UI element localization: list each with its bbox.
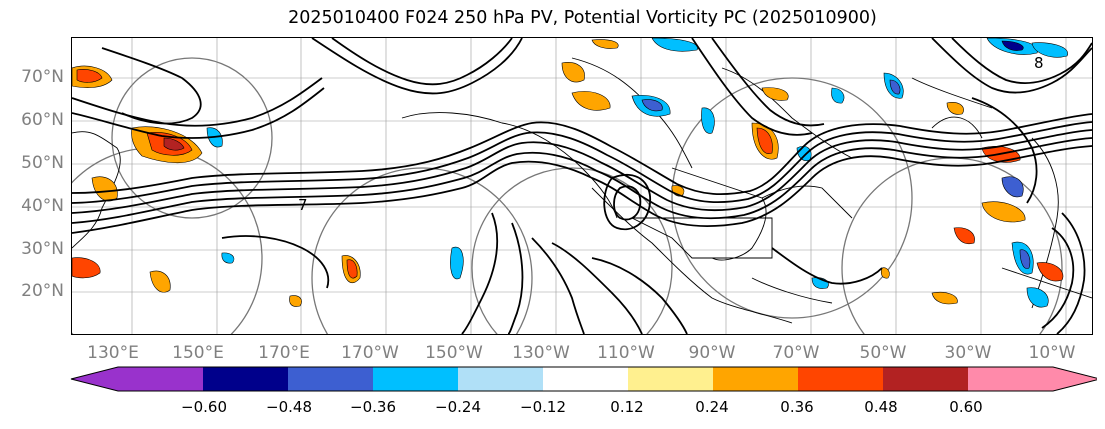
colorbar-tick-label: −0.36 bbox=[350, 398, 396, 416]
lat-label: 30°N bbox=[21, 239, 64, 259]
colorbar-tick-label: −0.48 bbox=[266, 398, 312, 416]
pv-map: 7 8 bbox=[72, 38, 1092, 334]
colorbar-tick-label: −0.12 bbox=[520, 398, 566, 416]
map-panel: 7 8 bbox=[71, 37, 1093, 335]
colorbar-tick-label: −0.24 bbox=[435, 398, 481, 416]
lon-label: 130°W bbox=[512, 343, 570, 363]
range-circles bbox=[72, 57, 1063, 334]
colorbar-tick-label: 0.24 bbox=[695, 398, 729, 416]
lon-label: 130°E bbox=[87, 343, 139, 363]
graticule bbox=[72, 38, 1092, 334]
colorbar-tick-label: 0.12 bbox=[610, 398, 644, 416]
lon-label: 170°E bbox=[258, 343, 310, 363]
lat-label: 70°N bbox=[21, 67, 64, 87]
colorbar-cell bbox=[713, 367, 798, 391]
lon-label: 150°E bbox=[172, 343, 224, 363]
colorbar-cell bbox=[543, 367, 628, 391]
lon-label: 70°W bbox=[772, 343, 820, 363]
lat-label: 20°N bbox=[21, 281, 64, 301]
contour-label: 7 bbox=[298, 196, 308, 214]
colorbar-tick-label: 0.48 bbox=[864, 398, 898, 416]
pv-anomaly-shading bbox=[72, 38, 1068, 308]
colorbar-tick-label: 0.60 bbox=[949, 398, 983, 416]
lat-label: 60°N bbox=[21, 110, 64, 130]
lon-label: 30°W bbox=[944, 343, 992, 363]
lon-label: 110°W bbox=[597, 343, 655, 363]
colorbar-cell bbox=[288, 367, 373, 391]
colorbar-outline bbox=[70, 366, 1097, 392]
colorbar-cell bbox=[373, 367, 458, 391]
colorbar-cell bbox=[883, 367, 968, 391]
lon-label: 10°W bbox=[1028, 343, 1076, 363]
map-title: 2025010400 F024 250 hPa PV, Potential Vo… bbox=[288, 8, 877, 28]
pv-contours bbox=[72, 38, 1092, 334]
colorbar-cell bbox=[628, 367, 713, 391]
contour-label: 8 bbox=[1034, 54, 1044, 72]
colorbar-cell bbox=[968, 367, 1097, 391]
colorbar-tick-label: 0.36 bbox=[780, 398, 814, 416]
lat-label: 50°N bbox=[21, 153, 64, 173]
colorbar-cell bbox=[203, 367, 288, 391]
colorbar-cell bbox=[71, 367, 203, 391]
lat-label: 40°N bbox=[21, 196, 64, 216]
lon-label: 170°W bbox=[341, 343, 399, 363]
colorbar bbox=[70, 366, 1097, 392]
lon-label: 150°W bbox=[425, 343, 483, 363]
colorbar-tick-label: −0.60 bbox=[181, 398, 227, 416]
colorbar-cell bbox=[798, 367, 883, 391]
colorbar-cell bbox=[458, 367, 543, 391]
lon-label: 90°W bbox=[688, 343, 736, 363]
lon-label: 50°W bbox=[859, 343, 907, 363]
colorbar-cells bbox=[70, 366, 1097, 392]
